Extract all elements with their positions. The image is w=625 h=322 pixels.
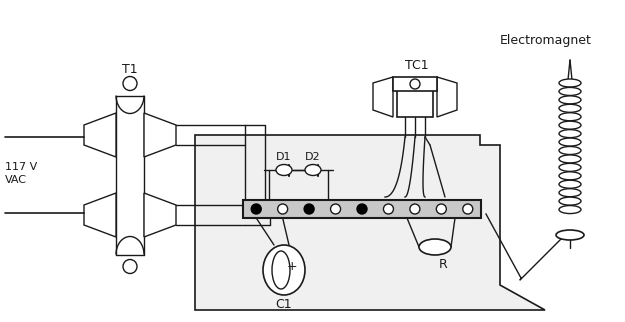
Text: Electromagnet: Electromagnet xyxy=(500,33,592,46)
Ellipse shape xyxy=(556,230,584,240)
Text: R: R xyxy=(439,259,448,271)
Polygon shape xyxy=(144,113,176,157)
Circle shape xyxy=(123,77,137,90)
Circle shape xyxy=(278,204,288,214)
Bar xyxy=(397,89,433,117)
Ellipse shape xyxy=(559,113,581,121)
Ellipse shape xyxy=(559,104,581,112)
Ellipse shape xyxy=(559,205,581,213)
Ellipse shape xyxy=(263,245,305,295)
Ellipse shape xyxy=(272,251,290,289)
Ellipse shape xyxy=(559,147,581,155)
Bar xyxy=(243,200,481,218)
Ellipse shape xyxy=(276,165,292,175)
Text: VAC: VAC xyxy=(5,175,27,185)
Text: T1: T1 xyxy=(122,63,138,76)
Ellipse shape xyxy=(559,130,581,137)
Circle shape xyxy=(357,204,367,214)
Ellipse shape xyxy=(559,163,581,171)
Ellipse shape xyxy=(305,165,321,175)
Text: TC1: TC1 xyxy=(405,59,429,71)
Ellipse shape xyxy=(559,172,581,180)
Ellipse shape xyxy=(559,79,581,87)
Polygon shape xyxy=(437,77,457,117)
Polygon shape xyxy=(144,193,176,237)
Circle shape xyxy=(462,204,472,214)
Polygon shape xyxy=(84,113,116,157)
Circle shape xyxy=(410,204,420,214)
Ellipse shape xyxy=(559,138,581,146)
Ellipse shape xyxy=(559,121,581,129)
Text: 117 V: 117 V xyxy=(5,162,38,172)
Circle shape xyxy=(123,260,137,273)
Ellipse shape xyxy=(559,96,581,104)
Polygon shape xyxy=(195,135,545,310)
Ellipse shape xyxy=(559,88,581,95)
Circle shape xyxy=(436,204,446,214)
Ellipse shape xyxy=(559,189,581,197)
Ellipse shape xyxy=(559,155,581,163)
Circle shape xyxy=(304,204,314,214)
Circle shape xyxy=(331,204,341,214)
Text: D1: D1 xyxy=(276,152,292,162)
Circle shape xyxy=(251,204,261,214)
Text: +: + xyxy=(287,260,298,272)
Circle shape xyxy=(410,79,420,89)
Polygon shape xyxy=(373,77,393,117)
Text: D2: D2 xyxy=(305,152,321,162)
Ellipse shape xyxy=(419,239,451,255)
Text: C1: C1 xyxy=(276,298,292,310)
Ellipse shape xyxy=(559,197,581,205)
Ellipse shape xyxy=(559,180,581,188)
Circle shape xyxy=(384,204,394,214)
Bar xyxy=(393,77,437,91)
Polygon shape xyxy=(84,193,116,237)
